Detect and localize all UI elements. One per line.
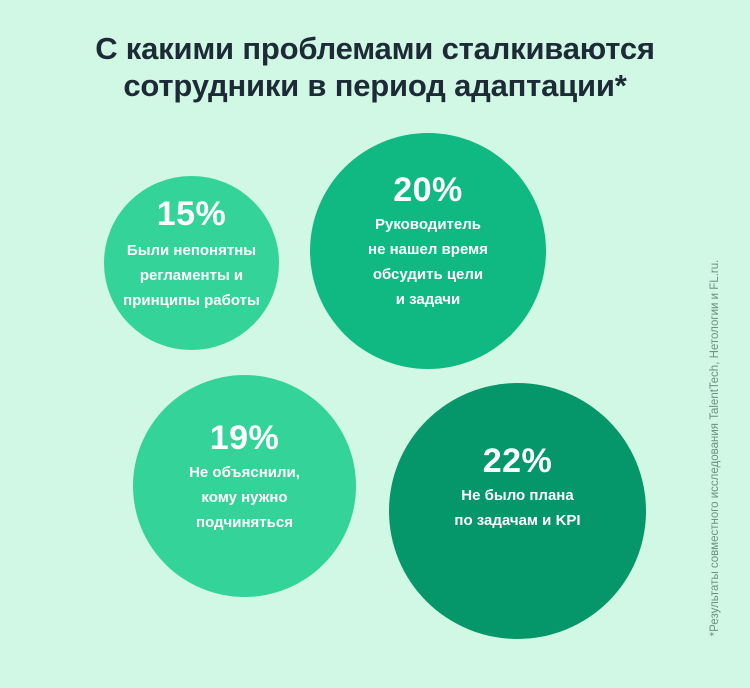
bubble-label: Руководитель не нашел время обсудить цел… [368,216,488,308]
bubble-label: Не было плана по задачам и KPI [454,487,581,529]
bubble-value: 19% [209,418,280,457]
bubble-19: 19% Не объяснили, кому нужно подчиняться [133,375,356,597]
bubble-value: 15% [156,195,227,233]
bubble-value: 20% [393,171,463,209]
title-line-1: С какими проблемами сталкиваются [95,31,655,66]
footnote: *Результаты совместного исследования Tal… [709,259,721,637]
bubble-label: Не объяснили, кому нужно подчиняться [189,463,300,531]
bubble-22: 22% Не было плана по задачам и KPI [389,383,646,639]
bubble-15: 15% Были непонятны регламенты и принципы… [104,176,279,350]
bubble-20: 20% Руководитель не нашел время обсудить… [310,133,546,369]
title-line-2: сотрудники в период адаптации* [123,68,627,103]
bubble-label: Были непонятны регламенты и принципы раб… [123,242,260,309]
chart-title: С какими проблемами сталкиваются сотрудн… [0,30,750,104]
bubble-value: 22% [482,442,553,480]
